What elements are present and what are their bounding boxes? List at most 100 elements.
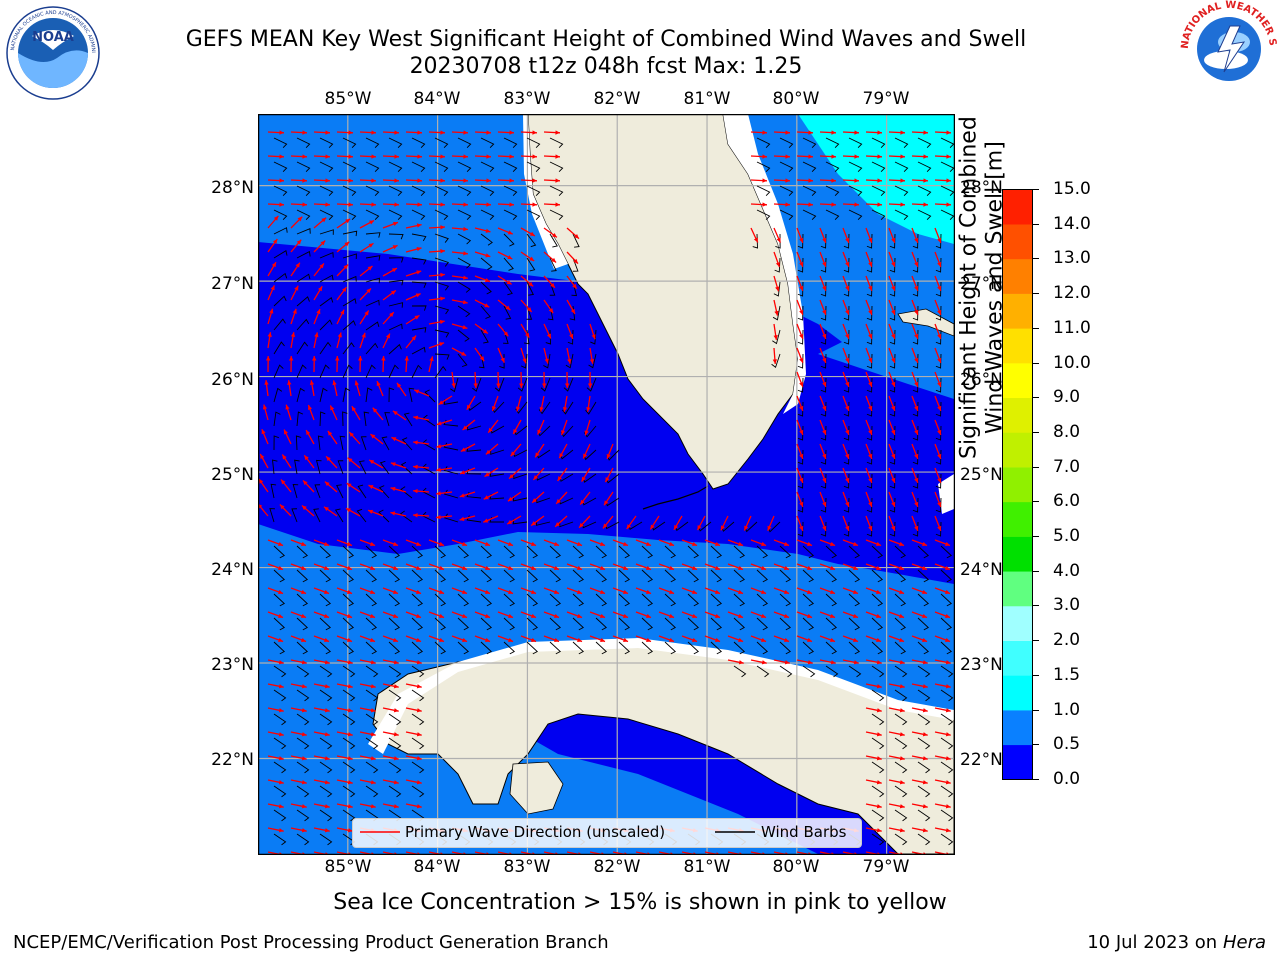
wind-barb <box>273 713 287 726</box>
wave-arrow-head <box>600 637 606 642</box>
wave-arrow-head <box>462 589 468 594</box>
wave-arrow-head <box>439 342 445 347</box>
wind-barb <box>434 233 449 243</box>
wave-arrow-head <box>799 429 804 435</box>
wave-arrow-head <box>808 202 813 207</box>
wave-arrow-head <box>459 493 465 498</box>
wave-arrow-head <box>876 804 882 809</box>
wind-barb <box>595 617 608 631</box>
wind-barb <box>365 321 380 331</box>
colorbar-tick-mark <box>1033 362 1039 364</box>
wave-arrow-head <box>715 541 721 546</box>
wave-arrow <box>934 851 949 854</box>
wave-arrow-head <box>270 285 275 291</box>
wave-arrow-head <box>371 852 375 854</box>
wind-barb <box>365 569 378 583</box>
wave-arrow-head <box>876 756 882 761</box>
wind-barb <box>756 569 769 583</box>
wave-arrow-head <box>264 380 269 385</box>
wind-barb <box>549 233 558 248</box>
wave-arrow-head <box>533 475 538 480</box>
wind-barb <box>641 617 654 631</box>
wave-arrow-head <box>506 280 512 285</box>
wind-barb <box>779 641 792 655</box>
wind-barb <box>434 305 450 315</box>
wave-arrow-head <box>347 684 353 689</box>
wave-arrow-head <box>830 613 836 618</box>
wind-barb <box>894 617 907 631</box>
wave-arrow-head <box>646 637 652 642</box>
wind-barb <box>342 761 356 774</box>
wave-arrow-head <box>508 613 514 618</box>
footer-credit: NCEP/EMC/Verification Post Processing Pr… <box>13 932 609 953</box>
wave-arrow-head <box>570 308 575 314</box>
colorbar-tick-mark <box>1033 397 1039 399</box>
wave-arrow-head <box>462 300 468 305</box>
wave-arrow-head <box>462 425 468 431</box>
wind-barb <box>526 233 537 248</box>
wave-arrow-head <box>853 613 859 618</box>
wave-arrow-head <box>532 498 537 503</box>
wind-barb <box>572 233 580 248</box>
wave-arrow-head <box>845 405 850 411</box>
wave-arrow-head <box>390 290 396 295</box>
wave-arrow-head <box>296 239 302 245</box>
wind-barb <box>503 545 516 559</box>
wind-barb <box>825 137 840 148</box>
wave-arrow-head <box>831 130 836 135</box>
wave-arrow-head <box>868 309 873 315</box>
wind-barb <box>917 737 931 750</box>
wave-arrow-head <box>937 285 942 291</box>
wind-barb <box>342 209 357 220</box>
wave-arrow-head <box>304 455 309 461</box>
wind-barb <box>480 257 493 270</box>
footer-date-text: 10 Jul 2023 on <box>1087 932 1223 953</box>
wind-barb <box>443 466 459 475</box>
wave-arrow-head <box>669 637 675 642</box>
wave-arrow-head <box>393 565 399 570</box>
colorbar <box>1002 189 1033 780</box>
wind-barb <box>779 185 794 196</box>
wave-arrow-head <box>945 637 951 642</box>
wave-arrow-head <box>555 178 560 183</box>
wind-barb <box>443 513 459 523</box>
colorbar-segment <box>1002 224 1033 260</box>
wave-arrow-head <box>371 154 376 159</box>
wind-barb <box>342 713 356 726</box>
wave-arrow-head <box>392 410 398 416</box>
wind-barb <box>388 209 403 220</box>
wave-arrow-head <box>647 852 651 854</box>
wind-barb <box>480 185 495 196</box>
wind-barb <box>319 665 333 678</box>
wind-barb <box>411 305 427 311</box>
wave-arrow-head <box>845 453 850 459</box>
wave-arrow-head <box>302 480 308 486</box>
wave-arrow-head <box>891 333 896 339</box>
wave-arrow-head <box>562 406 568 412</box>
wave-arrow-head <box>294 285 299 291</box>
wind-barb <box>940 137 954 148</box>
wave-direction-legend-label: Primary Wave Direction (unscaled) <box>405 823 666 841</box>
lon-tick-top-83: 83°W <box>503 89 551 109</box>
wave-arrow-head <box>466 404 471 410</box>
wind-barb <box>273 665 287 678</box>
wave-arrow-head <box>302 852 306 854</box>
wind-barb <box>480 641 493 655</box>
wind-barb <box>422 414 436 427</box>
colorbar-tick: 11.0 <box>1053 317 1091 338</box>
wind-barb <box>848 161 863 172</box>
wave-arrow-head <box>416 565 422 570</box>
wave-arrow-head <box>509 130 514 135</box>
wind-barb <box>319 161 334 172</box>
wind-barb <box>273 641 286 655</box>
wave-arrow-head <box>324 589 330 594</box>
wave-arrow-head <box>513 429 518 434</box>
wave-arrow-head <box>440 225 445 230</box>
wave-arrow-head <box>799 285 804 291</box>
wind-barb <box>894 833 908 846</box>
wave-arrow-head <box>922 613 928 618</box>
wave-arrow-head <box>347 541 353 546</box>
wave-arrow-head <box>569 333 574 339</box>
wave-arrow-head <box>463 178 468 183</box>
wave-arrow-head <box>391 437 397 442</box>
